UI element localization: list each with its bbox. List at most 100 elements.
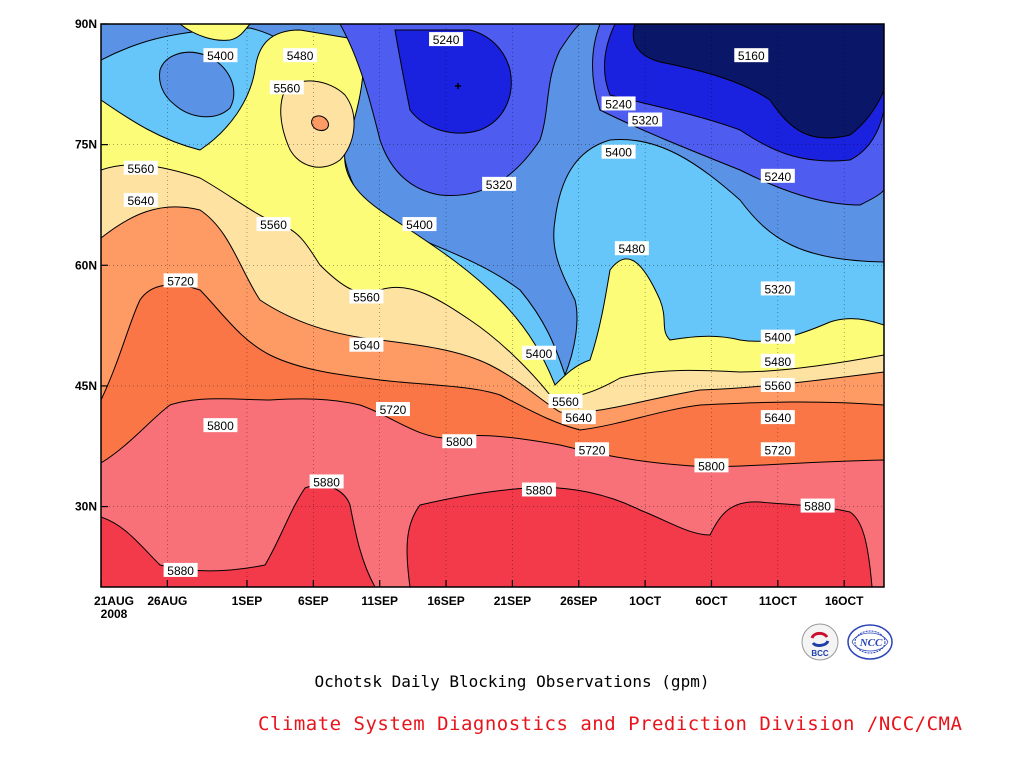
x-tick-label: 21SEP (494, 594, 531, 608)
contour-label: 5320 (482, 176, 517, 192)
contour-label: 5880 (800, 498, 835, 514)
contour-label-bg (309, 474, 344, 489)
chart-title: Ochotsk Daily Blocking Observations (gpm… (314, 672, 710, 691)
contour-label-text: 5560 (260, 218, 287, 232)
contour-label: 5720 (375, 402, 410, 417)
contour-label: 5640 (561, 410, 596, 425)
contour-label-bg (203, 48, 238, 63)
contour-label: 5480 (614, 241, 649, 256)
contour-label-text: 5640 (565, 411, 592, 425)
contour-label-bg (521, 482, 556, 497)
contour-label: 5880 (521, 482, 556, 497)
contour-label-text: 5480 (764, 355, 791, 369)
contour-label-text: 5720 (579, 443, 606, 457)
contour-label-text: 5720 (764, 443, 791, 457)
contour-label-bg (694, 458, 729, 473)
contour-label-bg (429, 32, 464, 47)
contour-label: 5640 (123, 192, 158, 208)
contour-label-text: 5160 (738, 49, 765, 63)
y-tick-label: 45N (75, 379, 97, 393)
contour-label-text: 5400 (605, 146, 632, 160)
contour-label-text: 5880 (526, 483, 553, 497)
contour-label: 5480 (760, 353, 795, 369)
x-tick-label: 1SEP (232, 594, 263, 608)
contour-label-bg (575, 442, 610, 457)
contour-label: 5560 (269, 80, 304, 95)
x-tick-label: 11SEP (361, 594, 398, 608)
contour-label-text: 5880 (313, 475, 340, 489)
contour-label-bg (123, 160, 158, 175)
contour-label-text: 5800 (207, 419, 234, 433)
contour-label-bg (734, 48, 769, 63)
contour-label: 5560 (548, 394, 583, 409)
contour-label-text: 5320 (632, 114, 659, 128)
region-gt5880-south (101, 484, 376, 587)
contour-label-text: 5560 (353, 290, 380, 304)
contour-label: 5560 (760, 377, 795, 393)
y-tick-label: 60N (75, 258, 97, 272)
plot-frame (100, 23, 885, 588)
low-center-marker (455, 83, 461, 89)
region-lt5160 (632, 24, 884, 139)
contour-label-bg (614, 241, 649, 256)
contour-label: 5400 (601, 144, 636, 160)
contour-label-bg (760, 329, 795, 344)
contour-label-bg (375, 402, 410, 417)
grid (101, 24, 884, 587)
contour-label: 5240 (429, 32, 464, 47)
region-5320-5400-pocket (159, 51, 235, 118)
contour-label-text: 5480 (618, 242, 645, 256)
y-axis: 30N 45N 60N 75N 90N (75, 17, 108, 514)
contour-label-text: 5480 (287, 49, 314, 63)
contour-label-text: 5400 (764, 331, 791, 345)
contour-label-bg (442, 434, 477, 449)
x-tick-label: 6SEP (298, 594, 329, 608)
contour-label-text: 5720 (380, 403, 407, 417)
region-5640-5720-pocket (311, 115, 329, 131)
contour-label-text: 5240 (605, 97, 632, 111)
contour-label-bg (163, 562, 198, 577)
y-tick-label: 90N (75, 17, 97, 31)
contour-label: 5160 (734, 48, 769, 63)
contour-label-bg (482, 176, 517, 191)
contour-label-text: 5560 (273, 81, 300, 95)
region-5160-5240-west (394, 29, 512, 134)
contour-label: 5320 (628, 112, 663, 128)
contour-label-text: 5640 (127, 194, 154, 208)
contour-label-bg (349, 289, 384, 304)
x-tick-label: 16SEP (427, 594, 464, 608)
contour-label: 5480 (283, 48, 318, 63)
contour-label: 5640 (349, 337, 384, 353)
contour-label-text: 5320 (764, 282, 791, 296)
contour-label: 5240 (760, 168, 795, 184)
contour-label: 5320 (760, 281, 795, 296)
x-tick-label: 11OCT (759, 594, 798, 608)
region-5720-top-edge (179, 24, 251, 41)
contour-label-bg (760, 168, 795, 183)
contour-label: 5560 (349, 289, 384, 304)
contour-label-text: 5720 (167, 274, 194, 288)
contour-label-text: 5880 (167, 564, 194, 578)
x-tick-label: 6OCT (695, 594, 728, 608)
contour-label-text: 5640 (353, 339, 380, 353)
contour-label-bg (256, 217, 291, 232)
contour-label: 5640 (760, 410, 795, 425)
credit-line: Climate System Diagnostics and Predictio… (258, 713, 963, 735)
contour-label-text: 5240 (764, 170, 791, 184)
contour-label-text: 5880 (804, 500, 831, 514)
contour-label-bg (521, 345, 556, 360)
contour-label: 5800 (203, 418, 238, 433)
contour-label-text: 5400 (406, 218, 433, 232)
y-tick-label: 75N (75, 138, 97, 152)
contour-label-bg (548, 394, 583, 409)
contour-label-bg (561, 410, 596, 425)
contour-label-bg (628, 112, 663, 127)
contour-label: 5400 (521, 345, 556, 361)
ncc-logo: NCC (847, 624, 893, 660)
contour-labels: 5400 548052405160556052405320540053205240… (123, 32, 835, 578)
contour-label-bg (760, 377, 795, 392)
contour-label-text: 5400 (526, 347, 553, 361)
x-tick-label: 1OCT (629, 594, 662, 608)
contour-label-bg (203, 418, 238, 433)
x-tick-label: 26AUG (147, 594, 187, 608)
